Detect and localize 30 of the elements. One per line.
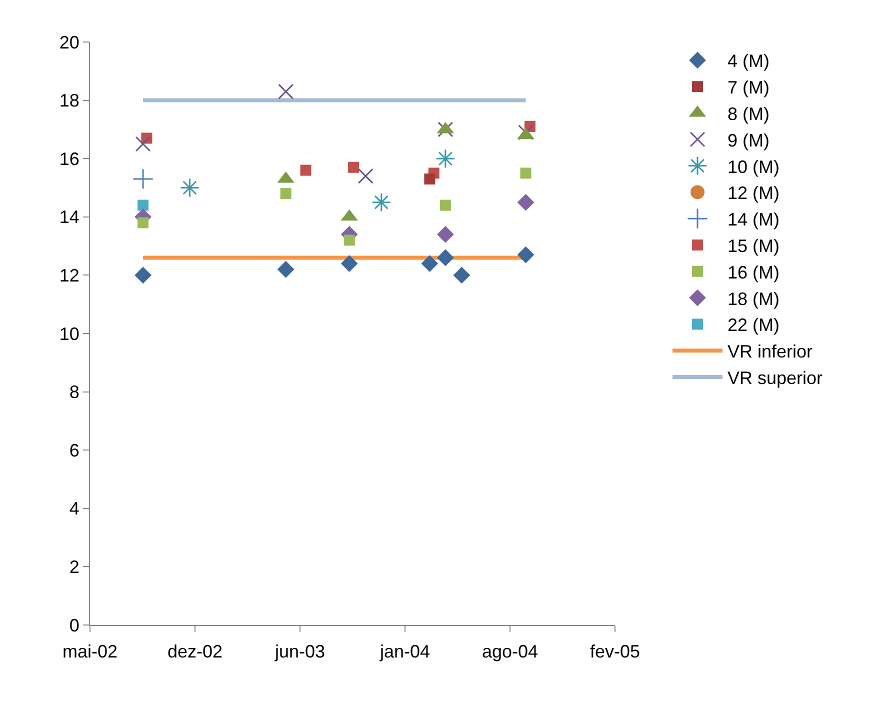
x-tick-label: jun-03 [274, 642, 326, 662]
legend-label: 4 (M) [728, 51, 770, 72]
legend-label: 18 (M) [728, 288, 780, 309]
x-tick-label: fev-05 [590, 642, 640, 662]
y-tick-label: 10 [59, 324, 80, 344]
y-tick-label: 6 [69, 440, 80, 460]
legend-label: 12 (M) [728, 183, 780, 204]
legend-label: 7 (M) [728, 78, 770, 98]
y-tick-label: 0 [69, 615, 80, 636]
y-tick-label: 18 [59, 90, 80, 111]
y-tick-label: 14 [59, 207, 80, 228]
y-tick-label: 16 [59, 148, 80, 169]
y-tick-label: 4 [69, 498, 80, 519]
legend-label: 10 (M) [728, 156, 780, 177]
legend-label: 22 (M) [728, 315, 780, 336]
legend-label: 9 (M) [728, 130, 770, 150]
legend-label: 15 (M) [728, 236, 780, 256]
y-tick-label: 8 [69, 382, 80, 402]
legend-label: VR inferior [728, 342, 813, 362]
y-tick-label: 2 [69, 557, 80, 577]
legend-label: VR superior [728, 368, 823, 388]
y-tick-label: 20 [59, 32, 80, 52]
x-tick-label: mai-02 [62, 642, 118, 662]
legend-label: 8 (M) [728, 104, 770, 124]
legend-label: 14 (M) [728, 210, 780, 230]
legend-label: 16 (M) [728, 262, 780, 282]
x-tick-label: ago-04 [482, 642, 538, 662]
y-tick-label: 12 [59, 266, 80, 286]
x-tick-label: dez-02 [167, 642, 223, 662]
x-tick-label: jan-04 [378, 642, 430, 662]
